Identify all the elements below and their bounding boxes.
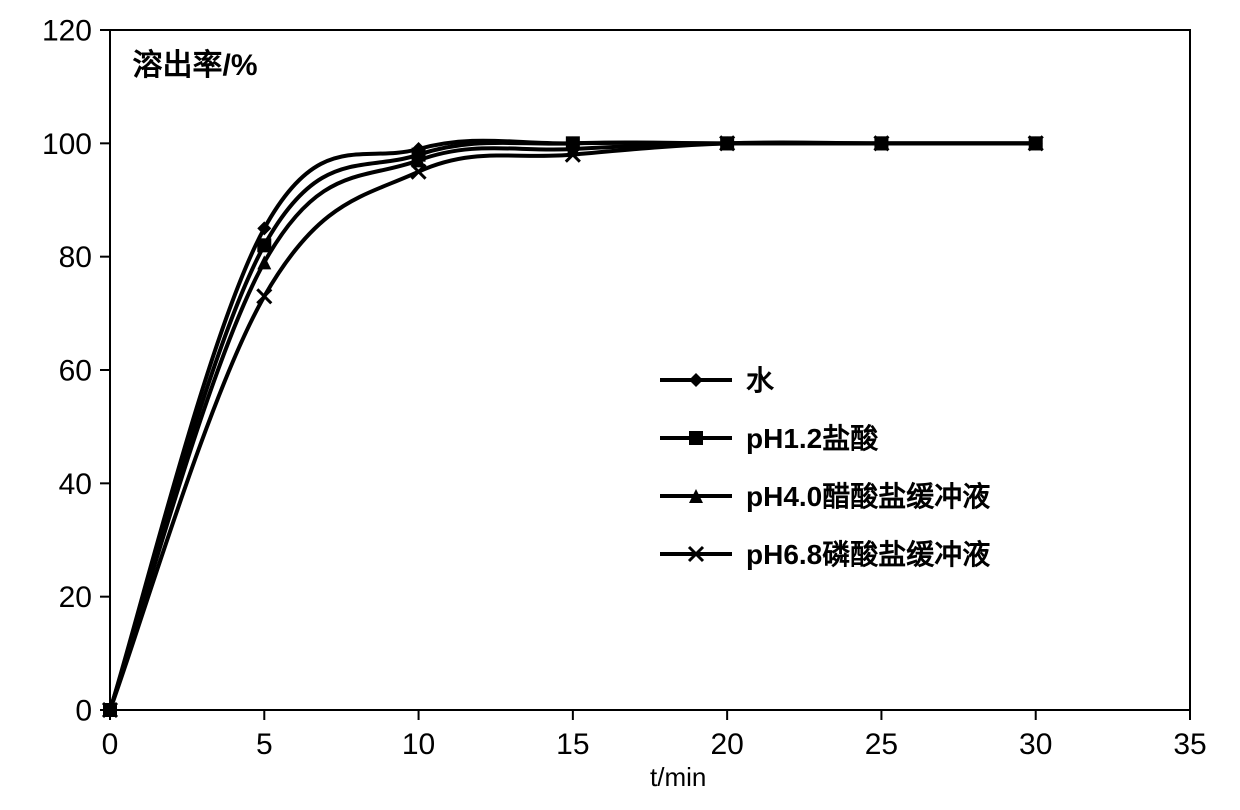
svg-text:5: 5: [256, 728, 273, 761]
svg-text:60: 60: [59, 355, 92, 388]
svg-text:30: 30: [1019, 728, 1052, 761]
svg-text:80: 80: [59, 241, 92, 274]
svg-text:pH4.0醋酸盐缓冲液: pH4.0醋酸盐缓冲液: [746, 481, 990, 512]
svg-text:20: 20: [710, 728, 743, 761]
svg-text:t/min: t/min: [650, 762, 706, 792]
svg-text:水: 水: [746, 365, 775, 396]
svg-text:pH6.8磷酸盐缓冲液: pH6.8磷酸盐缓冲液: [746, 539, 990, 570]
svg-text:10: 10: [402, 728, 435, 761]
svg-text:pH1.2盐酸: pH1.2盐酸: [746, 423, 879, 454]
svg-text:20: 20: [59, 581, 92, 614]
dissolution-chart: 0 5 10 15 20 25 30 35 t/min 0 20 40 60 80 100 120 溶出率/% 水…: [0, 0, 1240, 810]
svg-text:40: 40: [59, 468, 92, 501]
svg-text:35: 35: [1173, 728, 1206, 761]
svg-text:120: 120: [42, 15, 92, 48]
svg-text:100: 100: [42, 128, 92, 161]
svg-text:25: 25: [865, 728, 898, 761]
svg-text:0: 0: [102, 728, 119, 761]
svg-text:溶出率/%: 溶出率/%: [132, 48, 257, 82]
svg-text:0: 0: [75, 695, 92, 728]
svg-text:15: 15: [556, 728, 589, 761]
